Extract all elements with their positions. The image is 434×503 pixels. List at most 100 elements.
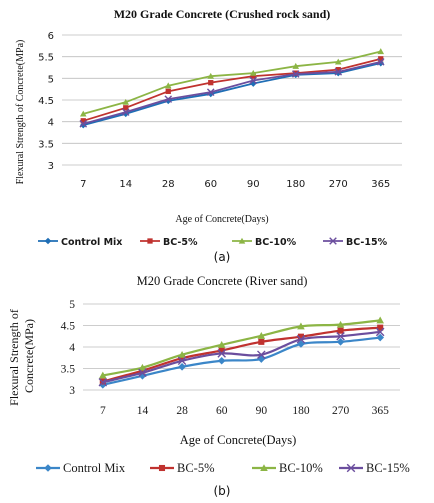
legend-marker [329, 237, 337, 245]
y-tick-label: 6 [48, 31, 54, 42]
x-tick-label: 60 [204, 179, 217, 190]
y-tick-label: 4.5 [38, 96, 54, 107]
x-tick-label: 90 [247, 179, 260, 190]
x-tick-label: 365 [372, 405, 390, 417]
y-tick-label: 5.5 [38, 53, 54, 64]
chart-b-y-axis-label-line-2: Concrete(MPa) [22, 319, 36, 393]
x-tick-label: 28 [162, 179, 175, 190]
y-tick-label: 4.5 [61, 321, 76, 333]
chart-a: M20 Grade Concrete (Crushed rock sand) 3… [15, 7, 402, 264]
data-point [250, 73, 256, 79]
legend-label: BC-5% [177, 461, 215, 475]
data-point [335, 67, 341, 73]
data-point [375, 327, 385, 337]
legend-label: BC-15% [366, 461, 410, 475]
y-tick-label: 4 [48, 118, 54, 129]
y-tick-label: 5 [69, 299, 75, 311]
data-point [297, 322, 305, 330]
chart-a-x-axis-label: Age of Concrete(Days) [175, 214, 268, 225]
chart-a-x-ticks: 7 14 28 60 90 180 270 365 [80, 179, 390, 190]
series-line [102, 336, 381, 386]
legend-label: BC-15% [346, 237, 388, 248]
chart-b-legend: Control Mix BC-5% BC-10% BC-15% [36, 461, 410, 475]
y-tick-label: 3 [48, 161, 54, 172]
data-point [178, 350, 186, 358]
data-point [206, 88, 215, 96]
data-point [257, 355, 266, 363]
legend-label: Control Mix [61, 237, 122, 248]
chart-b-y-axis-label: Flexural Strength of Concrete(MPa) [7, 306, 36, 406]
x-tick-label: 365 [371, 179, 390, 190]
legend-marker [147, 238, 153, 244]
x-tick-label: 7 [100, 405, 106, 417]
legend-item: Control Mix [38, 237, 122, 248]
series-bc-10- [99, 316, 384, 379]
legend-label: BC-5% [163, 237, 198, 248]
data-point [99, 371, 107, 379]
data-point [218, 347, 225, 354]
data-point [336, 338, 345, 346]
series-line [83, 50, 381, 115]
data-point [138, 368, 147, 378]
legend-marker [238, 237, 246, 244]
data-point [217, 341, 226, 348]
chart-a-caption: (a) [214, 250, 231, 264]
x-tick-label: 7 [80, 179, 86, 190]
data-point [164, 82, 172, 89]
data-point [334, 68, 343, 76]
data-point [334, 58, 342, 65]
legend-item: BC-5% [140, 237, 198, 248]
legend-item: BC-5% [150, 461, 215, 475]
x-tick-label: 90 [256, 405, 268, 417]
chart-b-y-axis-label-line-1: Flexural Strength of [7, 309, 21, 406]
data-point [165, 88, 171, 94]
data-point [79, 120, 88, 128]
chart-a-series [79, 48, 385, 129]
data-point [337, 327, 344, 334]
series-line [83, 62, 381, 127]
data-point [177, 356, 187, 366]
chart-a-title: M20 Grade Concrete (Crushed rock sand) [114, 7, 331, 21]
data-point [336, 320, 345, 328]
chart-b-x-axis-label: Age of Concrete(Days) [180, 433, 297, 447]
x-tick-label: 270 [329, 179, 348, 190]
legend-label: BC-10% [279, 461, 323, 475]
data-point [258, 338, 265, 345]
legend-item: Control Mix [36, 461, 126, 475]
data-point [208, 80, 214, 86]
chart-b-x-ticks: 7 14 28 60 90 180 270 365 [100, 405, 389, 417]
data-point [164, 95, 173, 103]
chart-b-caption: (b) [214, 484, 231, 498]
series-line [102, 330, 381, 384]
chart-b-series [98, 316, 385, 389]
data-point [292, 62, 300, 69]
y-tick-label: 3.5 [38, 139, 54, 150]
legend-marker [44, 237, 52, 245]
legend-label: BC-10% [255, 237, 297, 248]
legend-label: Control Mix [63, 461, 126, 475]
x-tick-label: 60 [216, 405, 228, 417]
y-tick-label: 3 [69, 385, 75, 397]
data-point [249, 76, 258, 85]
y-tick-label: 3.5 [61, 364, 76, 376]
chart-a-gridlines [62, 34, 402, 166]
data-point [376, 58, 385, 66]
data-point [207, 72, 215, 79]
legend-marker [44, 464, 52, 472]
data-point [217, 349, 226, 358]
series-line [82, 57, 381, 122]
data-point [138, 363, 147, 371]
y-tick-label: 5 [48, 74, 54, 85]
data-point [378, 56, 384, 62]
legend-marker [346, 463, 356, 473]
legend-item: BC-15% [323, 237, 388, 248]
data-point [296, 334, 306, 344]
series-bc-15- [79, 58, 385, 128]
data-point [217, 356, 226, 365]
data-point [336, 331, 345, 341]
data-point [377, 324, 384, 331]
data-point [257, 350, 266, 360]
x-tick-label: 14 [137, 405, 149, 417]
data-point [377, 48, 385, 55]
x-tick-label: 180 [286, 179, 305, 190]
